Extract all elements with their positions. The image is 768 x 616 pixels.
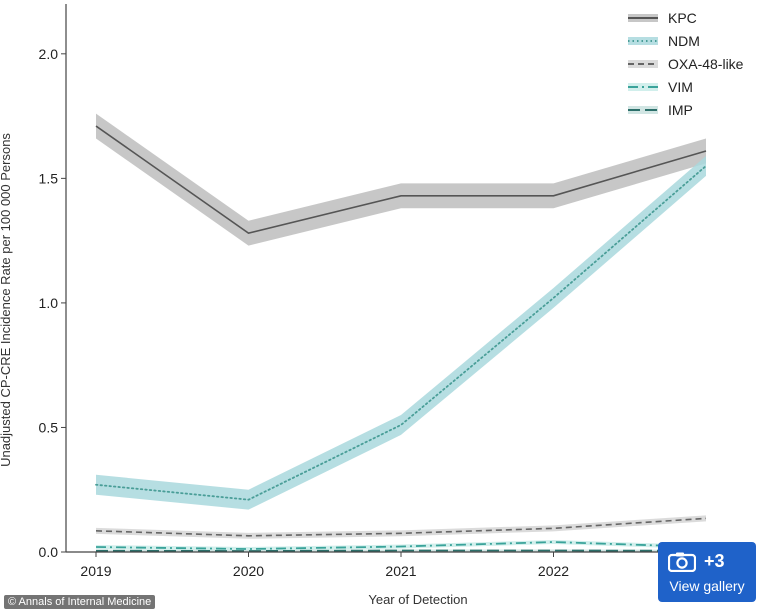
legend-swatch-band-imp <box>628 106 658 114</box>
legend-label-imp: IMP <box>668 102 693 118</box>
series-lines <box>95 125 707 552</box>
view-gallery-button[interactable]: +3 View gallery <box>658 542 756 602</box>
y-tick-label: 2.0 <box>39 46 59 62</box>
axes <box>61 4 714 557</box>
confidence-bands <box>96 113 706 552</box>
gallery-count: +3 <box>704 551 725 571</box>
legend-label-ndm: NDM <box>668 33 700 49</box>
band-ndm <box>96 155 706 510</box>
x-axis-title: Year of Detection <box>368 592 467 607</box>
x-tick-label: 2021 <box>385 563 416 579</box>
series-line-ndm <box>95 165 707 501</box>
legend-label-oxa-48-like: OXA-48-like <box>668 56 744 72</box>
y-tick-label: 0.0 <box>39 544 59 560</box>
x-tick-label: 2020 <box>233 563 264 579</box>
image-credit: © Annals of Internal Medicine <box>4 595 156 609</box>
series-line-vim <box>95 541 707 550</box>
band-imp <box>96 549 706 552</box>
series-line-oxa-48-like <box>95 517 707 537</box>
band-vim <box>96 540 706 552</box>
camera-icon <box>668 552 696 572</box>
legend-label-vim: VIM <box>668 79 693 95</box>
legend-label-kpc: KPC <box>668 10 697 26</box>
y-axis-title: Unadjusted CP-CRE Incidence Rate per 100… <box>0 133 13 467</box>
legend: KPC NDM OXA-48-like VIM IMP <box>628 10 744 118</box>
gallery-label: View gallery <box>669 578 745 594</box>
x-tick-label: 2019 <box>80 563 111 579</box>
series-line-kpc <box>95 125 707 235</box>
x-tick-label: 2022 <box>538 563 569 579</box>
y-tick-label: 1.0 <box>39 295 59 311</box>
y-tick-label: 1.5 <box>39 170 59 186</box>
band-kpc <box>96 113 706 246</box>
y-tick-label: 0.5 <box>39 419 59 435</box>
band-oxa-48-like <box>96 515 706 539</box>
tick-labels: 0.0 0.5 1.0 1.5 2.0 2019 2020 2021 2022 <box>39 46 570 579</box>
